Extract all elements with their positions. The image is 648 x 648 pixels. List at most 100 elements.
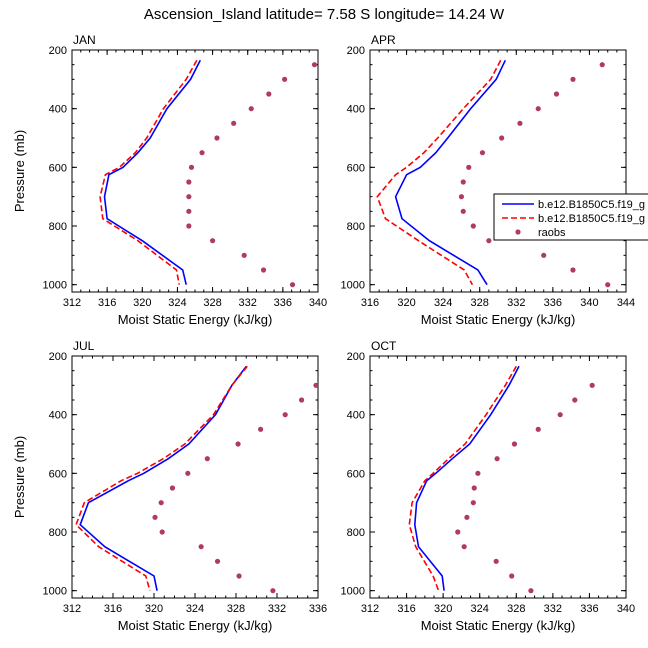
raobs-marker	[186, 179, 192, 185]
x-axis-label: Moist Static Energy (kJ/kg)	[118, 312, 273, 327]
x-tick-label: 324	[471, 603, 489, 615]
raobs-marker	[464, 514, 470, 520]
raobs-marker	[159, 529, 165, 535]
raobs-marker	[258, 426, 264, 432]
x-axis-label: Moist Static Energy (kJ/kg)	[421, 312, 576, 327]
plot-area	[376, 59, 611, 288]
raobs-marker	[479, 150, 486, 156]
x-tick-label: 316	[361, 297, 379, 309]
x-tick-label: 316	[98, 297, 116, 309]
raobs-marker	[313, 382, 318, 388]
x-tick-label: 324	[186, 603, 204, 615]
raobs-marker	[486, 238, 492, 244]
y-tick-label: 400	[49, 104, 67, 116]
y-tick-label: 200	[49, 351, 67, 363]
raobs-marker	[570, 267, 576, 273]
y-tick-label: 800	[49, 221, 67, 233]
series-line-solid	[103, 59, 202, 285]
y-tick-label: 200	[49, 45, 67, 57]
raobs-marker	[471, 485, 477, 491]
x-tick-label: 312	[63, 603, 81, 615]
raobs-marker	[231, 120, 237, 126]
panel-label: APR	[371, 33, 396, 47]
y-tick-label: 800	[347, 527, 365, 539]
x-tick-label: 340	[580, 297, 598, 309]
raobs-marker	[235, 441, 241, 447]
x-tick-label: 320	[434, 603, 452, 615]
y-tick-label: 400	[347, 410, 365, 422]
legend-label: b.e12.B1850C5.f19_g	[538, 199, 645, 211]
raobs-marker	[589, 382, 595, 388]
panel-jul: 312 316 320 324 328 332 336 200 400 600 800 1000 JUL…	[12, 339, 327, 633]
raobs-marker	[535, 106, 541, 112]
x-axis-label: Moist Static Energy (kJ/kg)	[118, 618, 273, 633]
raobs-marker	[209, 238, 216, 244]
raobs-marker	[241, 252, 247, 258]
x-tick-label: 328	[507, 603, 525, 615]
raobs-marker	[458, 194, 465, 200]
raobs-marker	[541, 252, 547, 258]
x-tick-label: 312	[63, 297, 81, 309]
raobs-marker	[282, 412, 288, 418]
plot-frame	[71, 49, 319, 293]
y-tick-label: 1000	[43, 586, 67, 598]
y-axis-label: Pressure (mb)	[12, 130, 27, 212]
raobs-marker	[470, 223, 476, 229]
series-line-solid	[413, 365, 520, 591]
raobs-marker	[511, 441, 518, 447]
panel-label: JAN	[73, 33, 96, 47]
raobs-marker	[499, 135, 505, 141]
raobs-marker	[266, 91, 272, 97]
x-tick-label: 344	[617, 297, 635, 309]
raobs-marker	[493, 558, 499, 564]
raobs-marker	[198, 544, 204, 550]
raobs-marker	[188, 164, 195, 170]
raobs-marker	[553, 91, 560, 97]
raobs-marker	[270, 588, 276, 594]
raobs-marker	[204, 456, 210, 462]
y-tick-label: 1000	[341, 586, 365, 598]
x-tick-label: 320	[145, 603, 163, 615]
raobs-marker	[605, 282, 611, 288]
y-tick-label: 200	[347, 351, 365, 363]
x-tick-label: 328	[471, 297, 489, 309]
legend-label: b.e12.B1850C5.f19_g	[538, 213, 645, 225]
raobs-marker	[260, 267, 267, 273]
panel-jan: 312 316 320 324 328 332 336 340 200 400 600 800 1000…	[12, 33, 327, 327]
raobs-marker	[186, 194, 192, 200]
x-tick-label: 332	[239, 297, 257, 309]
raobs-marker	[572, 397, 578, 403]
plot-area	[408, 365, 595, 594]
x-tick-label: 340	[309, 297, 327, 309]
y-tick-label: 600	[49, 468, 67, 480]
raobs-marker	[494, 456, 500, 462]
raobs-marker	[461, 544, 467, 550]
raobs-marker	[509, 573, 515, 579]
raobs-marker	[455, 529, 461, 535]
raobs-marker	[475, 470, 481, 476]
x-tick-label: 316	[104, 603, 122, 615]
x-tick-label: 328	[227, 603, 245, 615]
raobs-marker	[460, 208, 466, 214]
raobs-marker	[158, 500, 164, 506]
x-tick-label: 324	[434, 297, 452, 309]
series-line-dashed	[99, 59, 198, 285]
x-tick-label: 332	[544, 603, 562, 615]
raobs-marker	[152, 514, 158, 520]
raobs-marker	[557, 412, 563, 418]
raobs-marker	[169, 485, 176, 491]
legend-marker	[515, 229, 521, 235]
y-tick-label: 800	[49, 527, 67, 539]
x-tick-label: 336	[274, 297, 292, 309]
y-tick-label: 800	[347, 221, 365, 233]
panel-label: OCT	[371, 339, 397, 353]
y-tick-label: 200	[347, 45, 365, 57]
raobs-marker	[185, 470, 191, 476]
x-tick-label: 332	[507, 297, 525, 309]
raobs-marker	[214, 135, 220, 141]
y-tick-label: 600	[49, 162, 67, 174]
x-tick-label: 320	[133, 297, 151, 309]
raobs-marker	[599, 62, 605, 68]
x-tick-label: 320	[397, 297, 415, 309]
raobs-marker	[248, 106, 254, 112]
